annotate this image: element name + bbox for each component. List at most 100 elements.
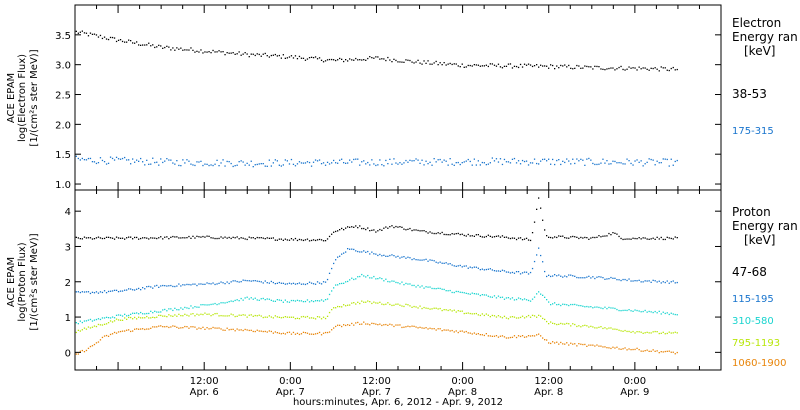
data-point bbox=[634, 332, 636, 334]
data-point bbox=[134, 236, 136, 239]
data-point bbox=[335, 259, 337, 261]
data-point bbox=[268, 159, 270, 161]
data-point bbox=[186, 314, 188, 316]
data-point bbox=[648, 280, 650, 282]
data-point bbox=[184, 237, 186, 239]
data-point bbox=[280, 333, 282, 335]
data-point bbox=[119, 237, 122, 239]
data-point bbox=[495, 297, 498, 299]
data-point bbox=[576, 304, 578, 306]
data-point bbox=[103, 290, 106, 292]
data-point bbox=[630, 67, 632, 69]
data-point bbox=[443, 159, 445, 161]
data-point bbox=[117, 291, 120, 293]
data-point bbox=[202, 235, 204, 238]
data-point bbox=[99, 237, 102, 239]
data-point bbox=[536, 316, 538, 318]
data-point bbox=[622, 348, 624, 350]
data-point bbox=[349, 58, 351, 60]
data-point bbox=[401, 326, 403, 329]
data-point bbox=[148, 42, 150, 44]
data-point bbox=[487, 335, 489, 337]
data-point bbox=[236, 328, 238, 330]
data-point bbox=[660, 351, 662, 353]
data-point bbox=[489, 268, 491, 270]
data-point bbox=[166, 236, 168, 238]
data-point bbox=[407, 283, 409, 285]
data-point bbox=[616, 308, 618, 311]
data-point bbox=[423, 327, 425, 329]
data-point bbox=[467, 158, 469, 161]
data-point bbox=[650, 332, 652, 334]
data-point bbox=[230, 313, 232, 315]
data-point bbox=[632, 348, 634, 351]
data-point bbox=[121, 237, 124, 239]
data-point bbox=[81, 30, 83, 32]
data-point bbox=[103, 335, 106, 337]
data-point bbox=[202, 313, 204, 316]
data-point bbox=[457, 290, 459, 293]
data-point bbox=[130, 330, 132, 333]
data-point bbox=[341, 306, 343, 308]
data-point bbox=[264, 280, 266, 282]
data-point bbox=[395, 303, 397, 305]
data-point bbox=[582, 237, 584, 239]
data-point bbox=[89, 318, 92, 321]
data-point bbox=[144, 164, 146, 166]
data-point bbox=[411, 160, 413, 162]
data-point bbox=[107, 290, 110, 293]
data-point bbox=[525, 64, 528, 66]
data-point bbox=[188, 49, 190, 51]
data-point bbox=[638, 331, 640, 333]
data-point bbox=[497, 295, 500, 297]
data-point bbox=[266, 237, 268, 239]
data-point bbox=[198, 161, 200, 163]
data-point bbox=[606, 328, 608, 330]
data-point bbox=[359, 275, 361, 278]
data-point bbox=[395, 281, 397, 284]
data-point bbox=[272, 162, 274, 164]
data-point bbox=[415, 61, 417, 63]
data-point bbox=[654, 164, 656, 166]
data-point bbox=[606, 308, 608, 310]
data-point bbox=[479, 314, 481, 317]
data-point bbox=[121, 319, 124, 321]
series-proton-2 bbox=[75, 247, 678, 295]
data-point bbox=[220, 236, 222, 238]
data-point bbox=[387, 255, 389, 257]
data-point bbox=[407, 256, 409, 258]
data-point bbox=[578, 304, 580, 307]
data-point bbox=[473, 158, 475, 160]
data-point bbox=[310, 317, 313, 319]
data-point bbox=[544, 65, 546, 67]
data-point bbox=[103, 317, 106, 319]
data-point bbox=[634, 237, 636, 240]
data-point bbox=[310, 56, 313, 58]
data-point bbox=[441, 262, 443, 264]
data-point bbox=[79, 330, 81, 332]
data-point bbox=[660, 162, 662, 164]
data-point bbox=[349, 324, 351, 326]
data-point bbox=[337, 162, 339, 164]
data-point bbox=[353, 59, 355, 61]
data-point bbox=[421, 285, 423, 287]
data-point bbox=[602, 158, 604, 160]
data-point bbox=[150, 286, 152, 288]
data-point bbox=[228, 161, 230, 163]
data-point bbox=[640, 238, 642, 240]
data-point bbox=[89, 237, 92, 239]
proton-legend-series-4: 795-1193 bbox=[732, 338, 780, 349]
data-point bbox=[493, 236, 496, 238]
data-point bbox=[128, 159, 130, 161]
data-point bbox=[302, 239, 305, 242]
data-point bbox=[318, 238, 321, 241]
data-point bbox=[242, 161, 244, 163]
data-point bbox=[117, 331, 120, 333]
data-point bbox=[568, 237, 570, 239]
data-point bbox=[206, 235, 208, 237]
data-point bbox=[335, 230, 337, 233]
data-point bbox=[272, 281, 274, 284]
data-point bbox=[602, 346, 604, 348]
